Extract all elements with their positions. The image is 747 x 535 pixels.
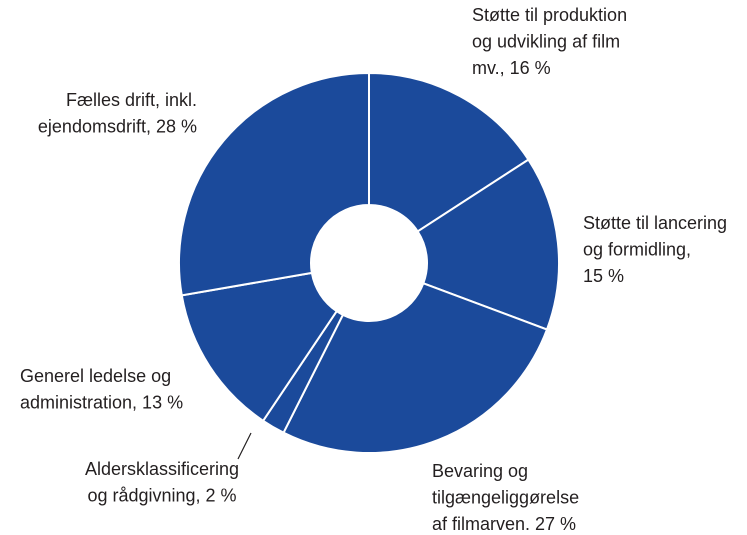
donut-slice (368, 71, 530, 233)
leader-line (237, 432, 252, 460)
donut-slice (178, 71, 370, 297)
donut-slice (180, 271, 339, 423)
slice-label: 15 % (583, 266, 624, 286)
slice-label: af filmarven. 27 % (432, 514, 576, 534)
slice-label: og udvikling af film (472, 31, 620, 51)
slice-label: Støtte til produktion (472, 5, 627, 25)
slice-label: Fælles drift, inkl. (66, 90, 197, 110)
slice-label: Bevaring og (432, 461, 528, 481)
slice-label: ejendomsdrift, 28 % (38, 116, 197, 136)
slice-label: Støtte til lancering (583, 213, 727, 233)
slice-label: administration, 13 % (20, 392, 183, 412)
slice-label: Generel ledelse og (20, 366, 171, 386)
donut-slice (416, 158, 560, 331)
slice-label: og rådgivning, 2 % (87, 485, 236, 505)
donut-slice (282, 282, 549, 454)
slice-label: og formidling, (583, 239, 691, 259)
slice-label: mv., 16 % (472, 58, 551, 78)
slice-label: Aldersklassificering (85, 459, 239, 479)
slice-label: tilgængeliggørelse (432, 487, 579, 507)
